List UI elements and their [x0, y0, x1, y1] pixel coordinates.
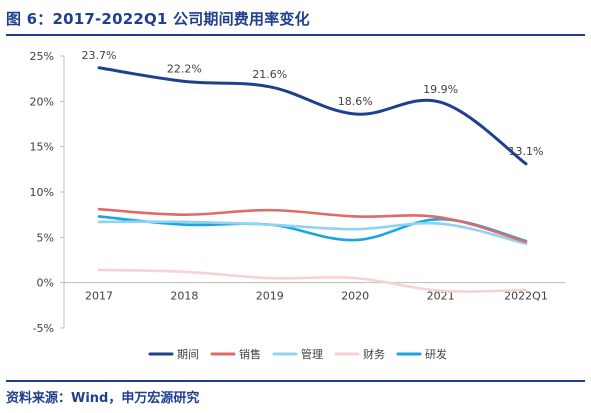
series-line-4 [97, 268, 528, 293]
series-line-2 [97, 207, 528, 244]
data-label: 21.6% [252, 68, 287, 81]
data-label: 22.2% [167, 62, 202, 75]
data-label: 13.1% [509, 145, 544, 158]
source-rule [6, 380, 585, 382]
data-label: 23.7% [82, 49, 117, 62]
legend-label: 销售 [239, 347, 261, 361]
series-line-1 [97, 66, 528, 166]
source-note: 资料来源：Wind，申万宏源研究 [6, 391, 200, 406]
y-tick-label: 5% [37, 231, 54, 244]
y-tick-label: 25% [30, 50, 54, 63]
x-tick-label: 2017 [85, 290, 113, 303]
legend-label: 期间 [177, 348, 199, 361]
data-labels-layer: 23.7% 22.2% 21.6% 18.6% 19.9% 13.1% [82, 49, 544, 158]
line-chart: -5% 0% 5% 10% 15% 20% 25% 2017 2018 2019 2020 2021 2… [30, 49, 565, 361]
legend: 期间 销售 管理 财务 研发 [148, 347, 447, 361]
series-line-3 [97, 220, 528, 245]
data-label: 18.6% [338, 95, 373, 108]
figure-title: 图 6：2017-2022Q1 公司期间费用率变化 [6, 9, 310, 28]
series-lines-layer [97, 66, 528, 293]
figure-title-row: 图 6：2017-2022Q1 公司期间费用率变化 [6, 7, 310, 29]
x-tick-label: 2018 [170, 290, 198, 303]
y-tick-label: -5% [33, 322, 54, 335]
title-rule [6, 34, 585, 36]
y-tick-label: 20% [30, 95, 54, 108]
x-tick-label: 2020 [341, 290, 369, 303]
data-label: 19.9% [423, 83, 458, 96]
x-tick-label: 2021 [427, 290, 455, 303]
y-tick-label: 15% [30, 141, 54, 154]
legend-label: 财务 [363, 347, 385, 361]
legend-label: 管理 [301, 347, 323, 361]
axes-layer: -5% 0% 5% 10% 15% 20% 25% 2017 2018 2019 2020 2021 2… [30, 50, 565, 335]
x-tick-label: 2019 [256, 290, 284, 303]
y-tick-label: 10% [30, 186, 54, 199]
y-tick-label: 0% [37, 277, 54, 290]
x-tick-label: 2022Q1 [504, 290, 548, 303]
legend-label: 研发 [425, 347, 447, 361]
